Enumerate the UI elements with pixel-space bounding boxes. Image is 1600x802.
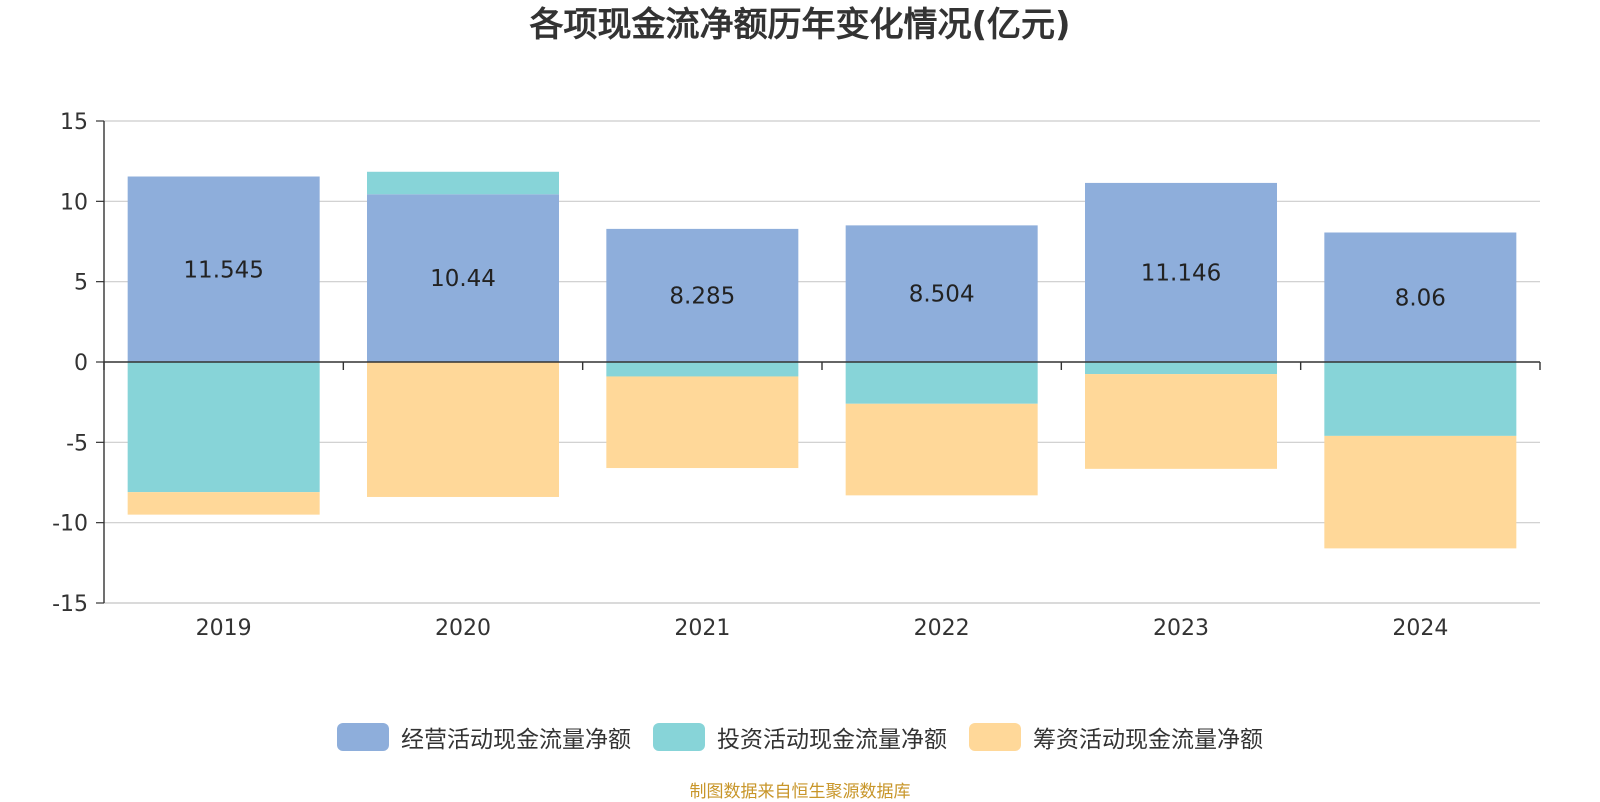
bar-investing-2019 bbox=[127, 362, 320, 493]
bar-financing-2024 bbox=[1324, 435, 1517, 549]
bar-operating-2019 bbox=[127, 176, 320, 362]
bar-financing-2020 bbox=[367, 362, 559, 497]
bar-financing-2021 bbox=[606, 376, 799, 469]
y-tick-label: 5 bbox=[74, 271, 88, 296]
data-label-2023: 11.146 bbox=[1141, 260, 1221, 286]
data-label-2019: 11.545 bbox=[183, 257, 263, 283]
data-label-2022: 8.504 bbox=[909, 282, 975, 308]
data-label-2024: 8.06 bbox=[1395, 285, 1446, 311]
x-tick-label: 2019 bbox=[196, 616, 252, 641]
stacked-bar-chart: 15 10 5 0 -5 -10 -15 2019 2020 2021 2022 2023 2024 1… bbox=[52, 110, 1541, 641]
x-tick-label: 2022 bbox=[914, 616, 970, 641]
bar-operating-2020 bbox=[367, 194, 559, 362]
bar-financing-2019 bbox=[127, 492, 320, 515]
bar-operating-2021 bbox=[606, 228, 799, 362]
source-note: 制图数据来自恒生聚源数据库 bbox=[689, 782, 911, 802]
legend-label-investing: 投资活动现金流量净额 bbox=[717, 727, 947, 753]
axes: 15 10 5 0 -5 -10 -15 2019 2020 2021 2022 2023 2024 bbox=[52, 110, 1541, 641]
legend-item-operating[interactable]: 经营活动现金流量净额 bbox=[337, 720, 631, 754]
legend-swatch-operating bbox=[337, 723, 389, 751]
y-tick-label: 10 bbox=[60, 190, 88, 215]
y-tick-label: 15 bbox=[60, 110, 88, 135]
data-label-2020: 10.44 bbox=[430, 266, 496, 292]
bar-operating-2023 bbox=[1085, 182, 1277, 362]
legend: 经营活动现金流量净额 投资活动现金流量净额 筹资活动现金流量净额 bbox=[0, 720, 1600, 754]
y-tick-label: 0 bbox=[74, 351, 88, 376]
bar-investing-2020 bbox=[367, 171, 559, 195]
legend-swatch-investing bbox=[653, 723, 705, 751]
data-labels: 11.545 10.44 8.285 8.504 11.146 8.06 bbox=[183, 257, 1446, 311]
bar-operating-2022 bbox=[845, 225, 1038, 362]
legend-item-financing[interactable]: 筹资活动现金流量净额 bbox=[969, 720, 1263, 754]
y-tick-label: -15 bbox=[52, 592, 88, 617]
bar-operating-2024 bbox=[1324, 232, 1517, 362]
bar-investing-2021 bbox=[606, 362, 799, 377]
bar-investing-2023 bbox=[1085, 362, 1277, 375]
bar-investing-2024 bbox=[1324, 362, 1517, 436]
x-tick-label: 2023 bbox=[1153, 616, 1209, 641]
legend-label-financing: 筹资活动现金流量净额 bbox=[1033, 727, 1263, 753]
data-label-2021: 8.285 bbox=[669, 283, 735, 309]
bar-group bbox=[127, 171, 1517, 549]
y-tick-label: -5 bbox=[66, 431, 88, 456]
legend-label-operating: 经营活动现金流量净额 bbox=[401, 727, 631, 753]
y-tick-label: -10 bbox=[52, 512, 88, 537]
legend-swatch-financing bbox=[969, 723, 1021, 751]
legend-item-investing[interactable]: 投资活动现金流量净额 bbox=[653, 720, 947, 754]
bar-financing-2023 bbox=[1085, 374, 1277, 469]
x-tick-label: 2020 bbox=[435, 616, 491, 641]
x-tick-label: 2024 bbox=[1392, 616, 1448, 641]
bar-investing-2022 bbox=[845, 362, 1038, 404]
bar-financing-2022 bbox=[845, 403, 1038, 496]
chart-title: 各项现金流净额历年变化情况(亿元) bbox=[529, 5, 1071, 45]
x-tick-label: 2021 bbox=[674, 616, 730, 641]
